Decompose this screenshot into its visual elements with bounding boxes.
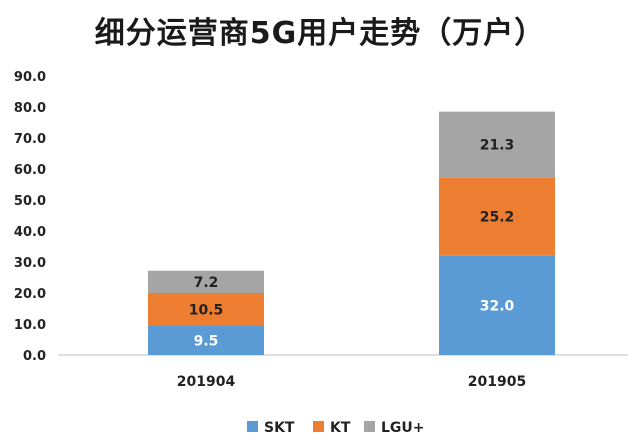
legend-swatch xyxy=(364,421,375,432)
data-label: 25.2 xyxy=(480,210,515,226)
x-tick-label: 201905 xyxy=(468,374,526,390)
y-tick-label: 10.0 xyxy=(14,318,46,333)
data-label: 32.0 xyxy=(480,298,515,314)
bar-kt-201905 xyxy=(439,177,555,256)
y-tick-label: 50.0 xyxy=(14,194,46,209)
y-tick-label: 80.0 xyxy=(14,101,46,116)
bar-kt-201904 xyxy=(148,293,264,326)
legend-swatch xyxy=(313,421,324,432)
bar-skt-201905 xyxy=(439,255,555,355)
y-tick-label: 90.0 xyxy=(14,70,46,85)
chart-title: 细分运营商5G用户走势（万户） xyxy=(94,16,546,51)
x-tick-label: 201904 xyxy=(177,374,236,390)
legend-label: LGU+ xyxy=(381,420,425,436)
legend-label: KT xyxy=(330,420,351,436)
data-label: 10.5 xyxy=(189,302,224,318)
data-label: 21.3 xyxy=(480,138,515,154)
y-tick-label: 0.0 xyxy=(23,349,46,364)
y-tick-label: 30.0 xyxy=(14,256,46,271)
y-tick-label: 40.0 xyxy=(14,225,46,240)
data-label: 7.2 xyxy=(194,275,219,291)
bar-lgu-201905 xyxy=(439,111,555,178)
bar-skt-201904 xyxy=(148,325,264,355)
data-label: 9.5 xyxy=(194,333,219,349)
y-tick-label: 20.0 xyxy=(14,287,46,302)
y-tick-label: 70.0 xyxy=(14,132,46,147)
legend-label: SKT xyxy=(264,420,295,436)
legend-swatch xyxy=(247,421,258,432)
bar-lgu-201904 xyxy=(148,270,264,293)
y-tick-label: 60.0 xyxy=(14,163,46,178)
